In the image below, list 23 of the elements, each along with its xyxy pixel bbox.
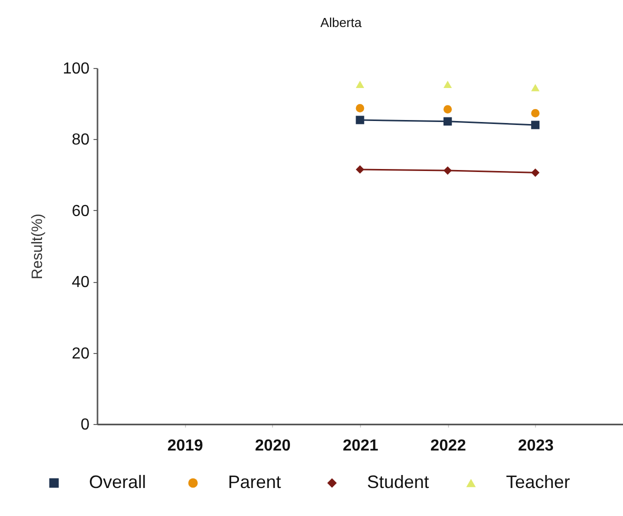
legend-label: Teacher	[506, 472, 570, 492]
y-tick-label: 20	[72, 345, 90, 362]
y-tick-label: 0	[80, 416, 90, 434]
point	[443, 105, 452, 114]
legend-label: Student	[367, 472, 430, 492]
y-tick-label: 100	[62, 60, 90, 78]
y-tick-label: 60	[72, 202, 90, 220]
point	[531, 84, 540, 92]
y-tick-label: 40	[72, 274, 90, 292]
x-tick-label: 2020	[255, 438, 291, 454]
legend-label: Overall	[89, 472, 146, 492]
y-axis-title: Result(%)	[28, 214, 46, 280]
point	[443, 80, 452, 88]
point	[531, 109, 540, 118]
chart-title: Alberta	[320, 15, 362, 30]
legend-label: Parent	[228, 472, 282, 492]
point	[356, 104, 364, 112]
x-tick-label: 2023	[518, 438, 554, 454]
x-tick-label: 2019	[167, 438, 204, 454]
x-tick-label: 2021	[342, 438, 378, 454]
point	[356, 80, 364, 88]
y-tick-label: 80	[72, 132, 90, 149]
x-tick-label: 2022	[430, 438, 466, 454]
